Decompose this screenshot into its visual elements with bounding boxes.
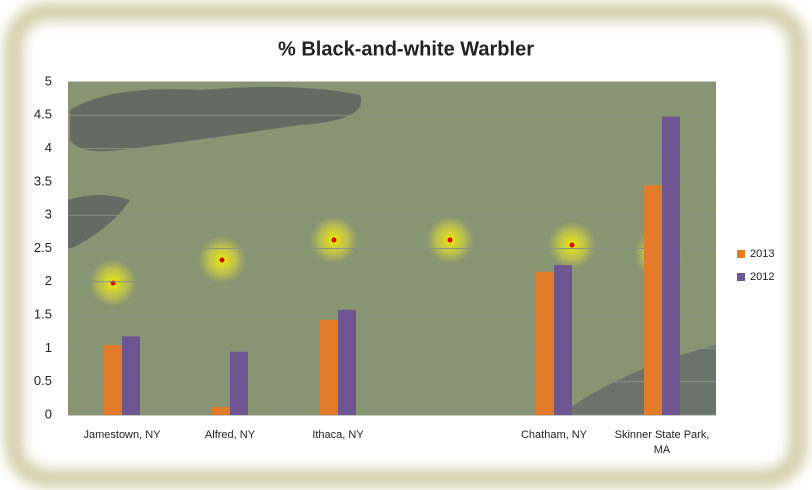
x-tick-label: Jamestown, NY [83,429,161,441]
bar [122,336,140,415]
legend-swatch [737,273,745,281]
legend-label: 2013 [750,248,774,260]
chart-title: % Black-and-white Warbler [278,38,534,60]
x-tick-label: Alfred, NY [204,429,256,441]
y-tick-label: 1.5 [34,307,52,322]
y-tick-label: 5 [45,73,52,88]
y-tick-label: 1 [45,340,52,355]
y-tick-label: 0.5 [34,373,52,388]
bar [212,407,230,415]
y-tick-label: 3.5 [34,173,52,188]
bar [536,271,554,415]
bar [662,116,680,416]
legend-label: 2012 [750,271,774,283]
bar [338,309,356,415]
bar [554,265,572,415]
legend-swatch [737,250,745,258]
y-tick-label: 3 [45,207,52,222]
y-tick-label: 4 [45,140,52,155]
y-tick-label: 2.5 [34,240,52,255]
bar [230,351,248,415]
x-tick-label: Ithaca, NY [312,429,364,441]
x-tick-label: Skinner State Park, MA [614,429,710,456]
y-tick-label: 4.5 [34,107,52,122]
y-tick-label: 0 [45,406,52,421]
bar [320,319,338,415]
y-tick-label: 2 [45,273,52,288]
bar [104,345,122,415]
bar [644,185,662,415]
x-tick-label: Chatham, NY [520,429,588,441]
